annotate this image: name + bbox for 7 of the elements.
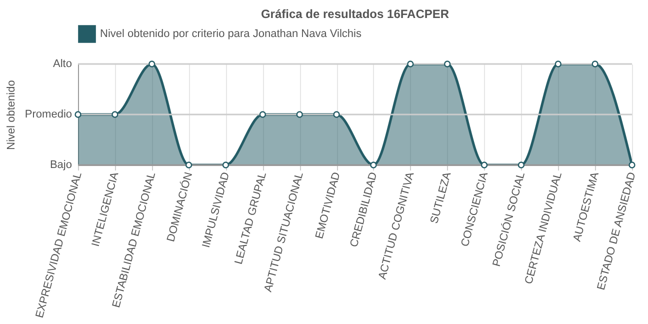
ref-line-label: Alto — [53, 58, 72, 70]
x-tick-label: LEALTAD GRUPAL — [232, 170, 269, 266]
legend-label: Nivel obtenido por criterio para Jonathan Nava Vilchis — [100, 28, 362, 40]
ref-line-label: Bajo — [50, 159, 72, 171]
y-axis-title: Nivel obtenido — [6, 80, 18, 150]
chart-title: Gráfica de resultados 16FACPER — [260, 7, 450, 21]
ref-line-label: Promedio — [24, 108, 72, 120]
